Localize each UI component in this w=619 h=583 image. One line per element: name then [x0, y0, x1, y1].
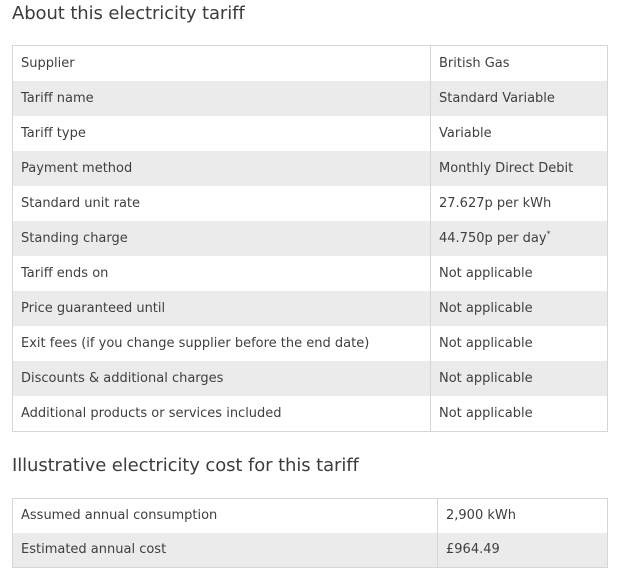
row-label-exit-fees: Exit fees (if you change supplier before…: [12, 326, 431, 361]
standing-charge-value: 44.750p per day: [439, 231, 547, 246]
row-label-supplier: Supplier: [12, 45, 431, 81]
footnote-marker: *: [546, 229, 551, 239]
table-row: Price guaranteed until Not applicable: [12, 291, 608, 326]
row-value-tariff-name: Standard Variable: [430, 81, 608, 116]
table-row: Payment method Monthly Direct Debit: [12, 151, 608, 186]
table-row: Standard unit rate 27.627p per kWh: [12, 186, 608, 221]
row-value-price-guaranteed: Not applicable: [430, 291, 608, 326]
row-label-standing-charge: Standing charge: [12, 221, 431, 256]
row-value-discounts: Not applicable: [430, 361, 608, 396]
row-label-payment-method: Payment method: [12, 151, 431, 186]
cost-section-title: Illustrative electricity cost for this t…: [12, 455, 359, 476]
table-row: Standing charge 44.750p per day*: [12, 221, 608, 256]
row-value-tariff-ends: Not applicable: [439, 266, 533, 281]
table-row: Additional products or services included…: [12, 396, 608, 432]
row-value-additional-products: Not applicable: [439, 406, 533, 421]
row-label-annual-cost: Estimated annual cost: [12, 533, 438, 568]
cost-estimate-table: Assumed annual consumption 2,900 kWh Est…: [12, 498, 608, 568]
row-label-tariff-type: Tariff type: [12, 116, 431, 151]
row-value-tariff-type: Variable: [439, 126, 492, 141]
tariff-details-table: Supplier British Gas Tariff name Standar…: [12, 45, 608, 432]
row-value-supplier: British Gas: [439, 56, 510, 71]
table-row: Tariff ends on Not applicable: [12, 256, 608, 291]
row-value-unit-rate: 27.627p per kWh: [439, 196, 552, 211]
table-row: Estimated annual cost £964.49: [12, 533, 608, 568]
row-label-price-guaranteed: Price guaranteed until: [12, 291, 431, 326]
row-value-payment-method: Monthly Direct Debit: [430, 151, 608, 186]
table-row: Discounts & additional charges Not appli…: [12, 361, 608, 396]
row-value-annual-cost: £964.49: [437, 533, 608, 568]
tariff-section-title: About this electricity tariff: [12, 3, 245, 24]
table-row: Exit fees (if you change supplier before…: [12, 326, 608, 361]
table-row: Assumed annual consumption 2,900 kWh: [12, 498, 608, 533]
row-label-additional-products: Additional products or services included: [12, 396, 431, 432]
row-value-standing-charge: 44.750p per day*: [430, 221, 608, 256]
row-value-exit-fees: Not applicable: [439, 336, 533, 351]
row-label-annual-consumption: Assumed annual consumption: [12, 498, 438, 533]
row-label-discounts: Discounts & additional charges: [12, 361, 431, 396]
row-label-tariff-ends: Tariff ends on: [12, 256, 431, 291]
table-row: Supplier British Gas: [12, 45, 608, 81]
row-label-unit-rate: Standard unit rate: [12, 186, 431, 221]
table-row: Tariff type Variable: [12, 116, 608, 151]
row-label-tariff-name: Tariff name: [12, 81, 431, 116]
table-row: Tariff name Standard Variable: [12, 81, 608, 116]
row-value-annual-consumption: 2,900 kWh: [446, 508, 516, 523]
